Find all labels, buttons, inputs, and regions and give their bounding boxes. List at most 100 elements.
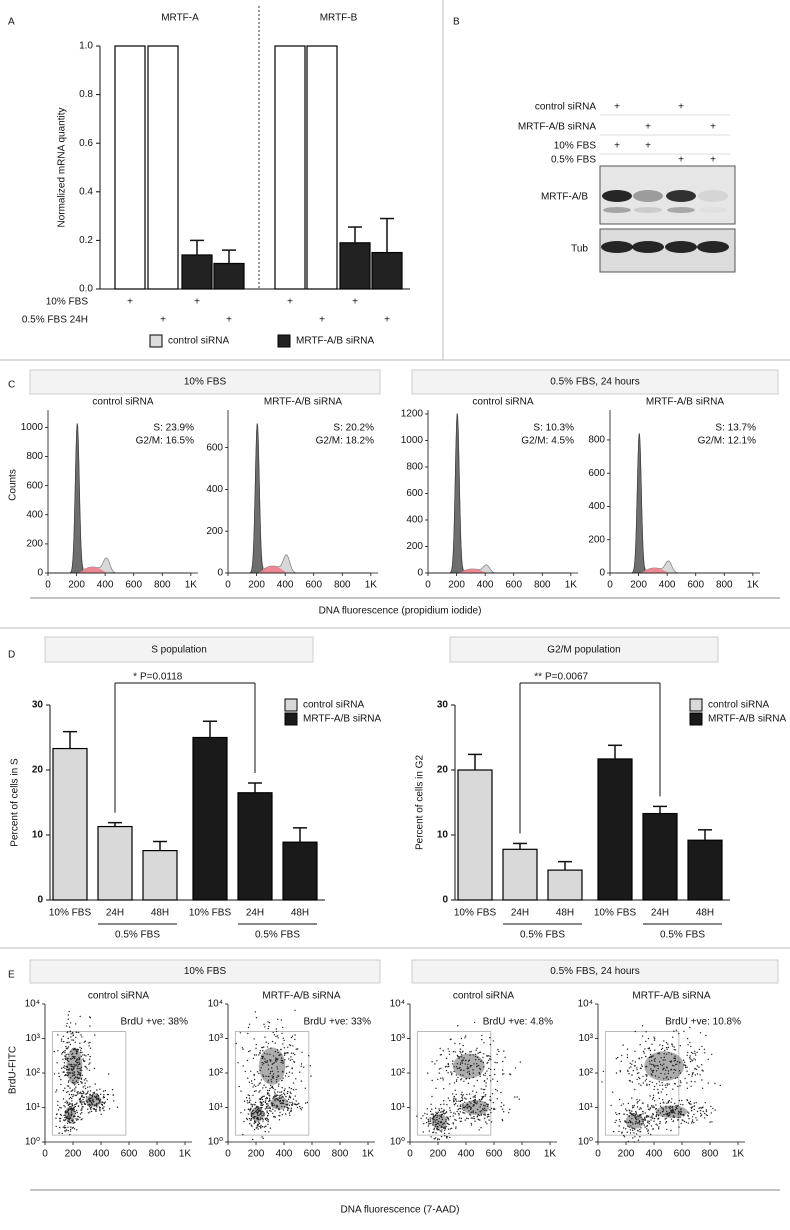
density-dot [80, 1049, 82, 1052]
density-dot [272, 1073, 275, 1075]
density-dot [645, 1116, 648, 1118]
density-dot [259, 1082, 261, 1084]
density-dot [75, 1052, 77, 1055]
density-dot [458, 1114, 460, 1116]
density-dot [461, 1096, 463, 1099]
density-dot [651, 1043, 653, 1045]
density-dot [486, 1105, 489, 1108]
density-dot [699, 1109, 702, 1112]
density-dot [62, 1035, 65, 1038]
density-dot [296, 1106, 299, 1109]
density-dot [686, 1037, 689, 1040]
density-dot [646, 1128, 648, 1130]
density-dot [76, 1067, 78, 1070]
density-dot [112, 1094, 115, 1096]
density-dot [691, 1122, 693, 1124]
density-dot [480, 1103, 482, 1106]
density-dot [661, 1082, 663, 1084]
density-dot [71, 1097, 73, 1100]
density-dot [449, 1099, 451, 1102]
density-dot [274, 1042, 276, 1044]
density-dot [262, 1050, 264, 1052]
density-dot [281, 1032, 283, 1035]
density-dot [265, 1098, 267, 1100]
density-dot [439, 1124, 441, 1127]
density-dot [263, 1084, 265, 1086]
density-dot [618, 1098, 621, 1101]
density-dot [81, 1112, 83, 1114]
density-dot [261, 1061, 263, 1064]
bar [274, 45, 306, 290]
y-tick-label: 0 [37, 568, 43, 579]
density-dot [692, 1052, 694, 1055]
density-dot [705, 1114, 707, 1116]
density-dot [440, 1067, 442, 1070]
y-tick-label: 1000 [21, 422, 44, 433]
density-dot [274, 1095, 277, 1097]
density-dot [446, 1137, 448, 1139]
density-dot [641, 1065, 643, 1068]
density-dot [259, 1117, 262, 1119]
density-dot [96, 1102, 98, 1105]
density-dot [496, 1090, 498, 1092]
density-dot [659, 1112, 662, 1114]
x-tick-label: 0 [45, 580, 51, 591]
x-tick-label: 10% FBS [594, 908, 637, 919]
density-dot [473, 1104, 475, 1106]
density-dot [292, 1052, 294, 1055]
density-dot [647, 1129, 649, 1131]
density-dot [68, 1106, 71, 1108]
density-dot [267, 1064, 269, 1066]
density-dot [262, 1137, 264, 1140]
density-dot [647, 1130, 649, 1132]
density-dot [66, 1072, 69, 1074]
density-dot [639, 1077, 641, 1080]
density-dot [444, 1129, 446, 1132]
density-dot [691, 1073, 694, 1076]
density-dot [500, 1091, 502, 1094]
density-dot [66, 1057, 68, 1060]
density-dot [680, 1103, 682, 1106]
density-dot [95, 1093, 97, 1095]
density-dot [253, 1054, 256, 1056]
density-dot [651, 1098, 654, 1100]
density-dot [455, 1126, 457, 1128]
density-dot [89, 1086, 91, 1088]
density-dot [266, 1046, 269, 1048]
density-dot [263, 1101, 265, 1103]
density-dot [89, 1104, 92, 1106]
density-dot [453, 1112, 455, 1114]
density-dot [248, 1097, 251, 1099]
density-dot [660, 1091, 662, 1093]
density-dot [257, 1110, 259, 1112]
density-dot [72, 1079, 74, 1082]
density-dot [103, 1106, 105, 1108]
density-dot [628, 1126, 630, 1128]
density-dot [89, 1047, 92, 1049]
density-dot [271, 1103, 273, 1105]
y-tick-label: 20 [32, 765, 44, 776]
density-dot [473, 1117, 476, 1120]
density-dot [103, 1094, 105, 1096]
density-dot [479, 1051, 482, 1054]
density-dot [290, 1107, 292, 1110]
density-dot [628, 1067, 631, 1069]
density-dot [64, 1067, 66, 1069]
density-dot [435, 1111, 437, 1114]
density-dot [636, 1067, 638, 1069]
density-dot [99, 1102, 101, 1104]
density-dot [91, 1094, 93, 1097]
density-dot [686, 1099, 688, 1101]
density-dot [259, 1101, 261, 1104]
density-dot [266, 1093, 269, 1095]
density-dot [469, 1066, 471, 1068]
density-dot [78, 1031, 80, 1034]
density-dot [89, 1041, 91, 1044]
density-dot [289, 1097, 292, 1099]
density-dot [67, 1091, 69, 1093]
density-dot [629, 1062, 631, 1065]
density-dot [470, 1111, 473, 1113]
density-dot [436, 1122, 439, 1125]
density-dot [288, 1075, 290, 1078]
density-dot [84, 1103, 87, 1105]
